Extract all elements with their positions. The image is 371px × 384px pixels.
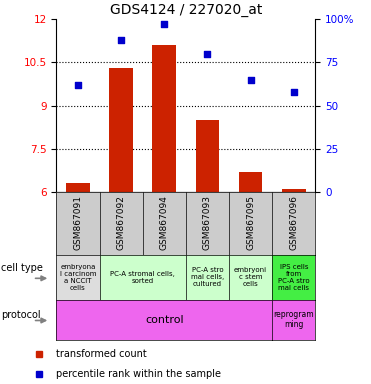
Text: GSM867095: GSM867095 xyxy=(246,195,255,250)
Text: percentile rank within the sample: percentile rank within the sample xyxy=(56,369,221,379)
Text: control: control xyxy=(145,314,184,325)
Text: GSM867093: GSM867093 xyxy=(203,195,212,250)
Point xyxy=(118,37,124,43)
Bar xyxy=(239,172,262,192)
Bar xyxy=(196,120,219,192)
Text: GSM867096: GSM867096 xyxy=(289,195,298,250)
Text: transformed count: transformed count xyxy=(56,349,147,359)
Text: PC-A stro
mal cells,
cultured: PC-A stro mal cells, cultured xyxy=(191,267,224,288)
Title: GDS4124 / 227020_at: GDS4124 / 227020_at xyxy=(110,3,262,17)
Text: GSM867094: GSM867094 xyxy=(160,195,169,250)
Text: protocol: protocol xyxy=(1,310,41,320)
Text: cell type: cell type xyxy=(1,263,43,273)
Text: IPS cells
from
PC-A stro
mal cells: IPS cells from PC-A stro mal cells xyxy=(278,264,309,291)
Text: embryoni
c stem
cells: embryoni c stem cells xyxy=(234,267,267,288)
Point xyxy=(247,77,253,83)
Bar xyxy=(109,68,133,192)
Point xyxy=(75,82,81,88)
Point xyxy=(204,51,210,57)
Text: GSM867092: GSM867092 xyxy=(116,195,126,250)
Bar xyxy=(66,184,90,192)
Text: reprogram
ming: reprogram ming xyxy=(273,310,314,329)
Text: GSM867091: GSM867091 xyxy=(73,195,82,250)
Bar xyxy=(282,189,306,192)
Bar xyxy=(152,45,176,192)
Text: PC-A stromal cells,
sorted: PC-A stromal cells, sorted xyxy=(110,271,175,284)
Text: embryona
l carcinom
a NCCIT
cells: embryona l carcinom a NCCIT cells xyxy=(60,264,96,291)
Point xyxy=(161,22,167,28)
Point xyxy=(291,89,297,95)
